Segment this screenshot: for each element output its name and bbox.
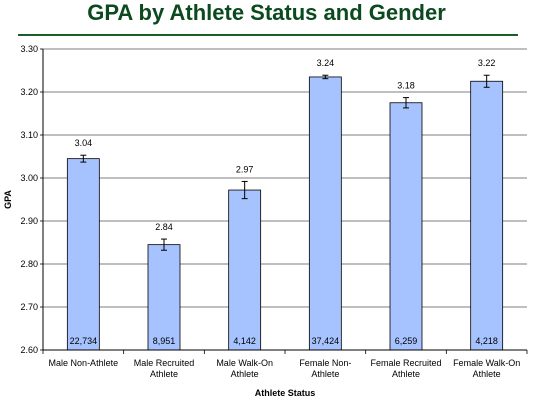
- y-tick-label: 3.30: [20, 44, 38, 54]
- y-tick-label: 2.60: [20, 345, 38, 355]
- x-tick-label: Female Non-: [299, 358, 351, 368]
- count-label: 22,734: [70, 336, 98, 346]
- data-label: 2.97: [236, 164, 254, 174]
- x-tick-label: Athlete: [311, 369, 339, 379]
- x-tick-label: Male Walk-On: [216, 358, 273, 368]
- y-tick-label: 2.90: [20, 216, 38, 226]
- bar: [470, 80, 504, 351]
- y-tick-label: 2.80: [20, 259, 38, 269]
- data-label: 3.22: [478, 58, 496, 68]
- y-axis-title: GPA: [3, 190, 13, 209]
- count-label: 37,424: [312, 336, 340, 346]
- y-tick-label: 2.70: [20, 302, 38, 312]
- axes: [40, 48, 528, 354]
- y-tick-label: 3.20: [20, 87, 38, 97]
- data-label: 3.04: [75, 138, 93, 148]
- bar: [389, 102, 423, 351]
- count-label: 4,142: [233, 336, 256, 346]
- bars: [66, 74, 504, 351]
- x-tick-label: Athlete: [150, 369, 178, 379]
- data-label: 3.24: [317, 58, 335, 68]
- gridlines: [43, 48, 527, 351]
- count-label: 4,218: [475, 336, 498, 346]
- bar: [228, 189, 262, 351]
- count-label: 6,259: [395, 336, 418, 346]
- x-tick-label: Athlete: [231, 369, 259, 379]
- x-tick-label: Male Recruited: [134, 358, 195, 368]
- x-tick-label: Male Non-Athlete: [49, 358, 119, 368]
- title-underline: [18, 34, 518, 36]
- y-tick-label: 3.00: [20, 173, 38, 183]
- bar: [308, 76, 342, 351]
- bar: [147, 244, 181, 351]
- x-tick-label: Athlete: [392, 369, 420, 379]
- x-axis-title: Athlete Status: [255, 388, 316, 398]
- bar: [66, 158, 100, 351]
- x-tick-label: Athlete: [473, 369, 501, 379]
- labels: 2.60 2.70 2.80 2.90 3.00 3.10 3.20 3.30 3.04 22,7…: [20, 44, 520, 379]
- x-tick-label: Female Walk-On: [453, 358, 520, 368]
- count-label: 8,951: [153, 336, 176, 346]
- data-label: 3.18: [397, 81, 415, 91]
- chart-title: GPA by Athlete Status and Gender: [87, 0, 446, 25]
- data-label: 2.84: [155, 222, 173, 232]
- y-tick-label: 3.10: [20, 130, 38, 140]
- x-tick-label: Female Recruited: [370, 358, 441, 368]
